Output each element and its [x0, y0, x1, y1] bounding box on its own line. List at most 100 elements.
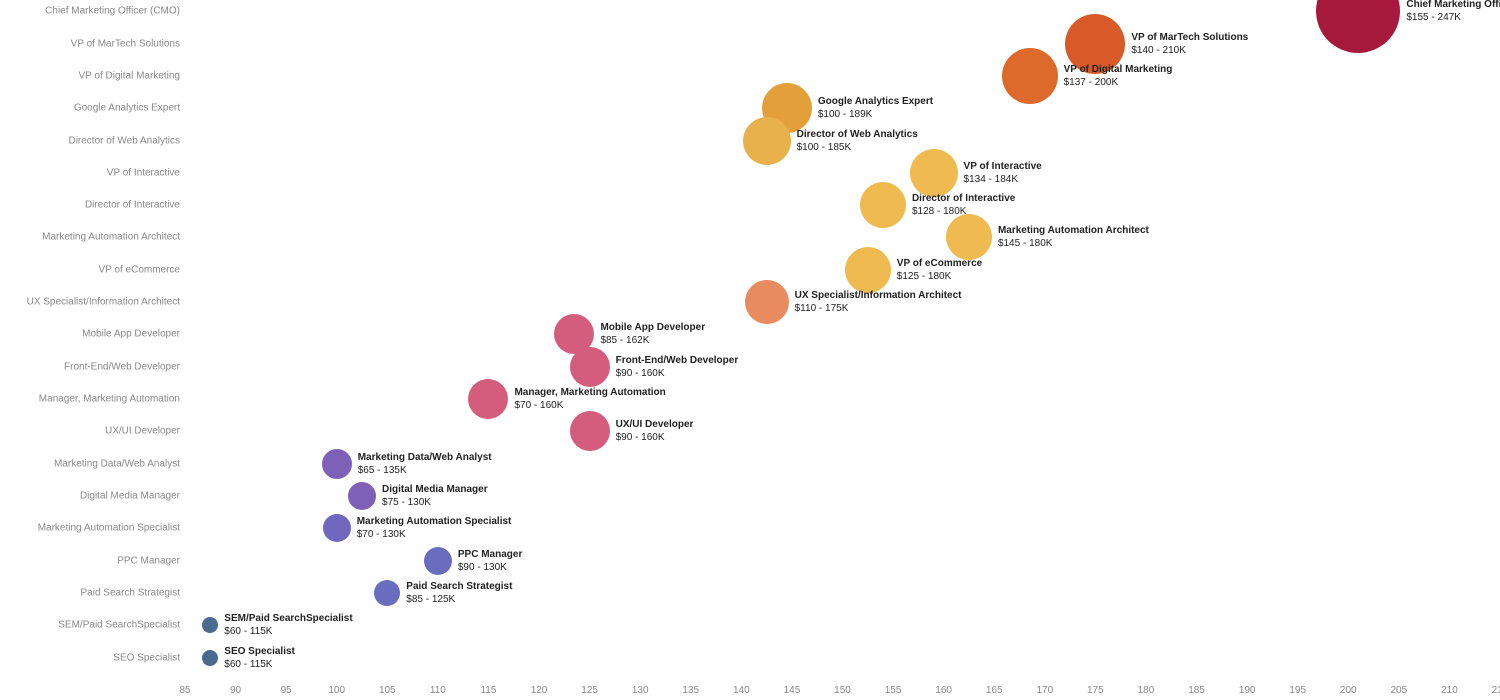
x-axis-tick: 110 — [430, 685, 446, 696]
y-axis-label: UX/UI Developer — [105, 426, 180, 437]
y-axis-label: Digital Media Manager — [80, 490, 180, 501]
bubble-label-range: $100 - 189K — [818, 108, 933, 121]
x-axis-tick: 190 — [1239, 685, 1256, 696]
bubble[interactable] — [468, 379, 508, 419]
x-axis-tick: 105 — [379, 685, 396, 696]
bubble-label: SEM/Paid SearchSpecialist$60 - 115K — [224, 612, 352, 638]
bubble[interactable] — [202, 650, 218, 666]
bubble-label-range: $137 - 200K — [1064, 76, 1173, 89]
x-axis-tick: 180 — [1138, 685, 1155, 696]
bubble-label-range: $90 - 160K — [616, 431, 694, 444]
x-axis-tick: 165 — [986, 685, 1003, 696]
bubble-label: Marketing Data/Web Analyst$65 - 135K — [358, 451, 492, 477]
bubble[interactable] — [348, 482, 376, 510]
bubble-label-title: Marketing Automation Specialist — [357, 515, 512, 528]
bubble-label: Google Analytics Expert$100 - 189K — [818, 95, 933, 121]
y-axis-label: UX Specialist/Information Architect — [27, 297, 180, 308]
x-axis-tick: 90 — [230, 685, 241, 696]
bubble-label-range: $60 - 115K — [224, 658, 295, 671]
bubble[interactable] — [1316, 0, 1400, 53]
bubble-label: Mobile App Developer$85 - 162K — [600, 321, 705, 347]
bubble-label-range: $110 - 175K — [795, 302, 962, 315]
bubble-label: Digital Media Manager$75 - 130K — [382, 483, 488, 509]
bubble-label-title: Google Analytics Expert — [818, 95, 933, 108]
bubble-label-title: Digital Media Manager — [382, 483, 488, 496]
bubble-label-title: Director of Interactive — [912, 192, 1015, 205]
bubble[interactable] — [860, 182, 906, 228]
bubble[interactable] — [424, 547, 452, 575]
bubble-label-title: VP of Digital Marketing — [1064, 63, 1173, 76]
salary-bubble-chart: Chief Marketing Officer (CMO) VP of MarTe… — [0, 0, 1500, 700]
y-axis-label: Front-End/Web Developer — [64, 361, 180, 372]
x-axis-tick: 200 — [1340, 685, 1357, 696]
bubble-label: Manager, Marketing Automation$70 - 160K — [514, 386, 665, 412]
bubble[interactable] — [322, 449, 352, 479]
bubble-label-title: VP of MarTech Solutions — [1131, 31, 1248, 44]
bubble-label-title: Mobile App Developer — [600, 321, 705, 334]
y-axis-label: Google Analytics Expert — [74, 103, 180, 114]
bubble-label-title: SEO Specialist — [224, 645, 295, 658]
y-axis-label: VP of Interactive — [107, 167, 180, 178]
x-axis-tick: 170 — [1036, 685, 1053, 696]
bubble[interactable] — [1002, 48, 1058, 104]
bubble[interactable] — [374, 580, 400, 606]
bubble-label-title: Marketing Automation Architect — [998, 224, 1149, 237]
bubble[interactable] — [570, 347, 610, 387]
bubble-label-range: $100 - 185K — [797, 141, 918, 154]
bubble-label-range: $125 - 180K — [897, 270, 982, 283]
bubble[interactable] — [323, 514, 351, 542]
y-axis-label: VP of Digital Marketing — [78, 70, 180, 81]
bubble-label-title: PPC Manager — [458, 548, 522, 561]
bubble[interactable] — [743, 117, 791, 165]
bubble-label: Front-End/Web Developer$90 - 160K — [616, 354, 739, 380]
bubble-label-title: Manager, Marketing Automation — [514, 386, 665, 399]
y-axis-label: SEM/Paid SearchSpecialist — [58, 620, 180, 631]
x-axis-tick: 130 — [632, 685, 649, 696]
y-axis-label: SEO Specialist — [113, 652, 180, 663]
bubble-label-title: Chief Marketing Officer (CMO) — [1406, 0, 1500, 11]
y-axis-label: Mobile App Developer — [82, 329, 180, 340]
x-axis-tick: 95 — [281, 685, 292, 696]
bubble[interactable] — [570, 411, 610, 451]
bubble-label-title: Director of Web Analytics — [797, 128, 918, 141]
x-axis-tick: 100 — [328, 685, 345, 696]
x-axis-tick: 210 — [1441, 685, 1458, 696]
bubble-label-range: $65 - 135K — [358, 464, 492, 477]
x-axis-tick: 145 — [784, 685, 801, 696]
bubble-label-range: $134 - 184K — [964, 173, 1042, 186]
bubble-label: UX/UI Developer$90 - 160K — [616, 418, 694, 444]
y-axis-label: Manager, Marketing Automation — [39, 394, 180, 405]
bubble-label-range: $70 - 130K — [357, 528, 512, 541]
bubble-label-range: $70 - 160K — [514, 399, 665, 412]
bubble[interactable] — [845, 247, 891, 293]
y-axis-label: VP of eCommerce — [98, 264, 180, 275]
bubble-label: Marketing Automation Architect$145 - 180… — [998, 224, 1149, 250]
y-axis-label: PPC Manager — [117, 555, 180, 566]
bubble-label: VP of eCommerce$125 - 180K — [897, 257, 982, 283]
bubble-label-title: UX/UI Developer — [616, 418, 694, 431]
x-axis-tick: 195 — [1289, 685, 1306, 696]
bubble[interactable] — [202, 617, 218, 633]
bubble[interactable] — [745, 280, 789, 324]
bubble-label: VP of MarTech Solutions$140 - 210K — [1131, 31, 1248, 57]
bubble-label-range: $155 - 247K — [1406, 11, 1500, 24]
bubble-label: VP of Interactive$134 - 184K — [964, 160, 1042, 186]
bubble-label-range: $145 - 180K — [998, 237, 1149, 250]
x-axis-tick: 85 — [179, 685, 190, 696]
bubble-label-range: $85 - 162K — [600, 334, 705, 347]
bubble-label: PPC Manager$90 - 130K — [458, 548, 522, 574]
bubble-label: SEO Specialist$60 - 115K — [224, 645, 295, 671]
y-axis-label: Director of Web Analytics — [68, 135, 180, 146]
bubble-label-range: $60 - 115K — [224, 625, 352, 638]
x-axis-tick: 115 — [480, 685, 496, 696]
y-axis-label: VP of MarTech Solutions — [71, 38, 180, 49]
bubble[interactable] — [946, 214, 992, 260]
bubble-label: UX Specialist/Information Architect$110 … — [795, 289, 962, 315]
bubble-label-range: $75 - 130K — [382, 496, 488, 509]
bubble-label-title: SEM/Paid SearchSpecialist — [224, 612, 352, 625]
bubble-label-range: $90 - 160K — [616, 367, 739, 380]
y-axis-label: Marketing Automation Architect — [42, 232, 180, 243]
y-axis-label: Director of Interactive — [85, 200, 180, 211]
bubble[interactable] — [910, 149, 958, 197]
x-axis-tick: 205 — [1391, 685, 1408, 696]
